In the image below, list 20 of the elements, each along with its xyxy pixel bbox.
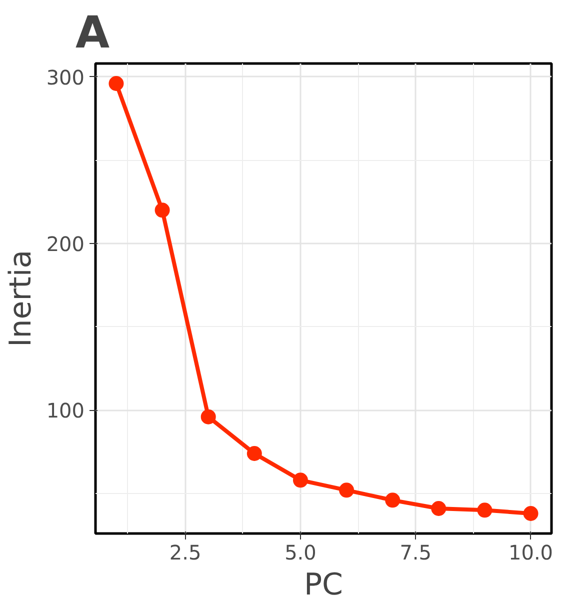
point bbox=[339, 482, 354, 498]
x-tick-label: 10.0 bbox=[508, 540, 554, 564]
point bbox=[108, 76, 124, 91]
point bbox=[523, 506, 538, 521]
y-axis-title: Inertia bbox=[3, 250, 38, 348]
x-tick-label: 2.5 bbox=[169, 540, 202, 564]
y-tick-label: 200 bbox=[46, 232, 85, 256]
point bbox=[292, 472, 308, 488]
point bbox=[431, 501, 446, 516]
point bbox=[385, 492, 400, 508]
x-tick-label: 5.0 bbox=[284, 540, 316, 564]
y-tick-label: 100 bbox=[46, 398, 85, 423]
point bbox=[246, 446, 262, 461]
point bbox=[200, 409, 216, 424]
chart-title: A bbox=[76, 8, 110, 58]
point bbox=[154, 202, 170, 218]
x-tick-label: 7.5 bbox=[400, 540, 432, 564]
x-axis-title: PC bbox=[304, 568, 344, 602]
y-tick-label: 300 bbox=[46, 65, 85, 90]
point bbox=[477, 502, 492, 518]
